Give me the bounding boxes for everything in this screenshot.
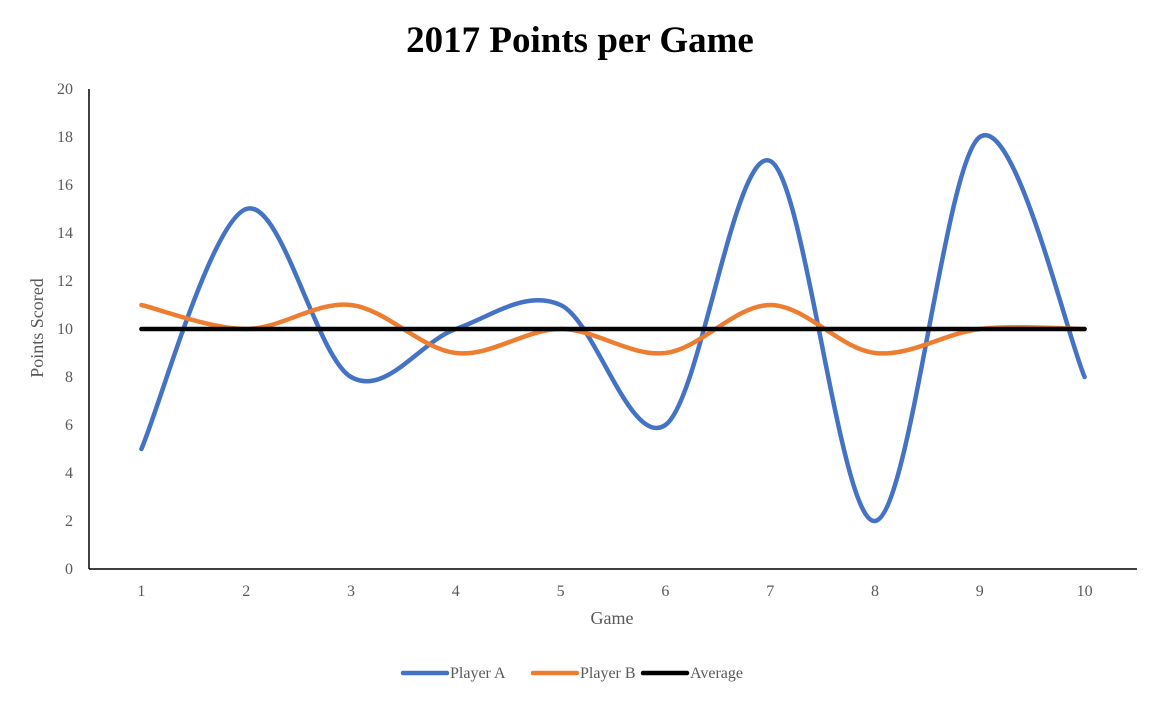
legend-label-player-b: Player B [580, 665, 636, 682]
y-tick-label: 16 [57, 177, 73, 194]
y-tick-label: 8 [65, 369, 73, 386]
y-axis-label: Points Scored [27, 278, 47, 378]
x-axis-label: Game [591, 608, 634, 628]
y-tick-labels: 0 2 4 6 8 10 12 14 16 18 20 [57, 81, 73, 578]
series-line-player-a [139, 132, 1087, 524]
x-tick-label: 7 [766, 583, 774, 600]
x-tick-labels: 1 2 3 4 5 6 7 8 9 10 [137, 583, 1092, 600]
x-tick-label: 1 [137, 583, 145, 600]
x-tick-label: 10 [1077, 583, 1093, 600]
x-tick-label: 2 [242, 583, 250, 600]
legend-label-average: Average [690, 665, 743, 682]
x-tick-label: 6 [661, 583, 669, 600]
y-tick-label: 20 [57, 81, 73, 98]
chart-title: 2017 Points per Game [406, 20, 754, 61]
x-tick-label: 4 [452, 583, 460, 600]
x-tick-label: 9 [976, 583, 984, 600]
series-line-player-b [139, 302, 1087, 356]
x-tick-label: 5 [557, 583, 565, 600]
y-tick-label: 14 [57, 225, 73, 242]
y-tick-label: 4 [65, 465, 73, 482]
y-tick-label: 10 [57, 321, 73, 338]
y-tick-label: 0 [65, 561, 73, 578]
legend: Player A Player B Average [400, 665, 743, 682]
legend-label-player-a: Player A [450, 665, 506, 682]
y-tick-label: 12 [57, 273, 73, 290]
series-layer [139, 132, 1087, 524]
x-tick-label: 3 [347, 583, 355, 600]
x-tick-label: 8 [871, 583, 879, 600]
y-tick-label: 6 [65, 417, 73, 434]
y-tick-label: 18 [57, 129, 73, 146]
y-tick-label: 2 [65, 513, 73, 530]
